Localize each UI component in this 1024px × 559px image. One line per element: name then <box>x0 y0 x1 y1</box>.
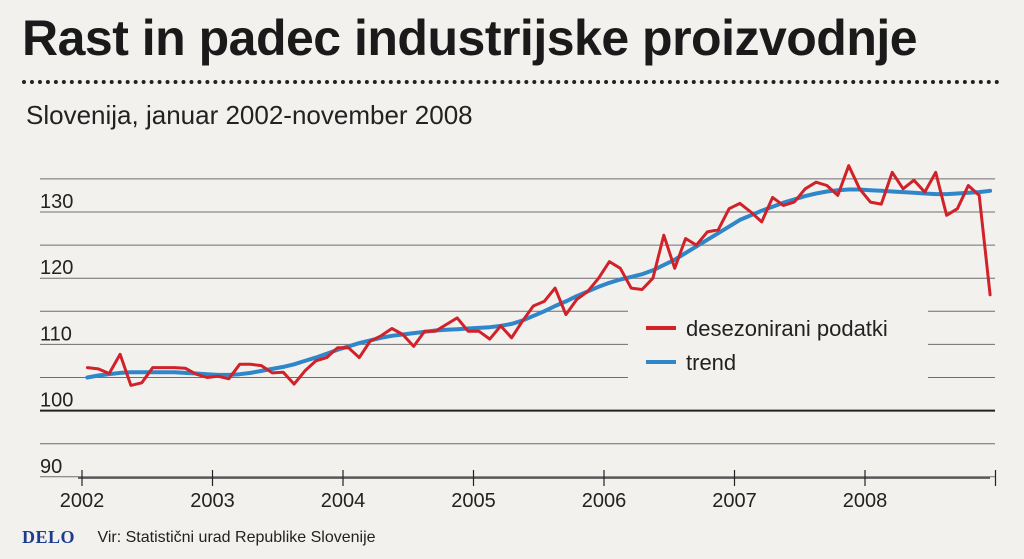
footer: DELO Vir: Statistični urad Republike Slo… <box>22 527 376 551</box>
y-tick-label-120: 120 <box>40 257 73 279</box>
y-axis-ticks: 90 100 110 120 130 <box>40 191 73 478</box>
legend-label-trend: trend <box>686 350 736 375</box>
chart-subtitle: Slovenija, januar 2002-november 2008 <box>26 100 473 130</box>
legend: desezonirani podatki trend <box>628 305 928 380</box>
chart-title: Rast in padec industrijske proizvodnje <box>22 10 918 66</box>
x-tick-label-2005: 2005 <box>451 490 496 512</box>
y-tick-label-110: 110 <box>40 323 72 345</box>
y-tick-label-130: 130 <box>40 191 73 213</box>
x-tick-label-2008: 2008 <box>843 490 888 512</box>
x-tick-label-2004: 2004 <box>321 490 366 512</box>
y-tick-label-100: 100 <box>40 390 73 412</box>
x-axis: 2002 2003 2004 2005 2006 2007 2008 <box>60 470 997 512</box>
series-lines <box>85 164 993 387</box>
x-tick-label-2006: 2006 <box>582 490 627 512</box>
source-note: Vir: Statistični urad Republike Slovenij… <box>97 528 376 546</box>
y-tick-label-90: 90 <box>40 456 62 478</box>
legend-label-desezonirani: desezonirani podatki <box>686 316 888 341</box>
x-tick-label-2003: 2003 <box>190 490 235 512</box>
x-tick-label-2002: 2002 <box>60 490 105 512</box>
x-tick-label-2007: 2007 <box>712 490 757 512</box>
title-divider <box>22 80 1000 84</box>
legend-background <box>628 305 928 380</box>
delo-logo: DELO <box>22 527 76 547</box>
series-line-desezonirani <box>85 164 992 387</box>
